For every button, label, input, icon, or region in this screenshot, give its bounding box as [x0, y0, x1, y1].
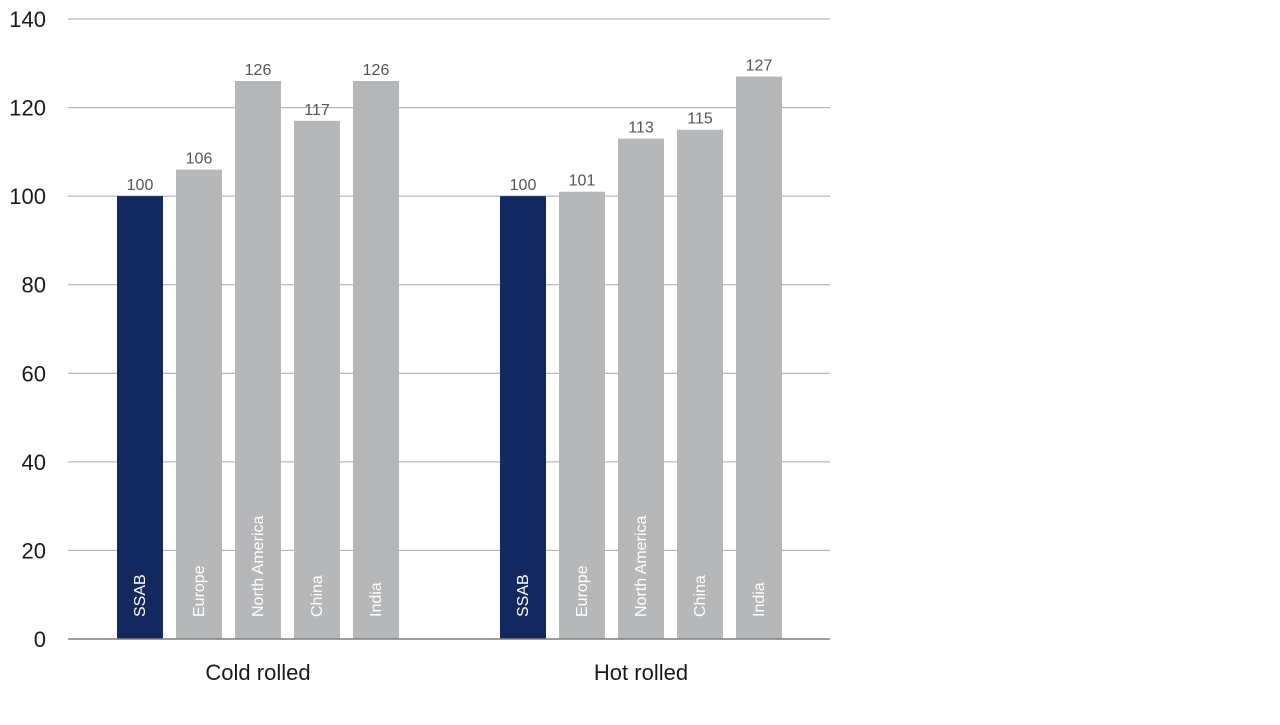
y-tick-label: 0 — [34, 627, 46, 652]
y-tick-label: 140 — [9, 7, 46, 32]
bar — [736, 76, 782, 640]
bar — [353, 81, 399, 639]
bar — [294, 120, 340, 640]
bar — [500, 196, 546, 639]
bar-category-label: China — [692, 575, 709, 617]
y-tick-label: 80 — [22, 273, 46, 298]
bar-category-label: SSAB — [515, 574, 532, 617]
y-tick-label: 100 — [9, 184, 46, 209]
bar-value-label: 101 — [569, 173, 596, 190]
y-tick-label: 20 — [22, 538, 46, 563]
bar-value-label: 106 — [186, 151, 213, 168]
bar-value-label: 126 — [245, 62, 272, 79]
y-axis-tick-labels: 0 20 40 60 80 100 120 140 — [9, 7, 46, 652]
bar-category-label: North America — [633, 516, 650, 617]
bar — [559, 191, 605, 639]
bar-category-label: Europe — [191, 565, 208, 617]
bar-category-label: China — [309, 575, 326, 617]
bar-value-label: 127 — [746, 58, 773, 75]
bar-category-label: North America — [250, 516, 267, 617]
bars: 100 SSAB 106 Europe 126 North America 117 China… — [117, 58, 782, 640]
bar — [677, 129, 723, 639]
y-tick-label: 40 — [22, 450, 46, 475]
bar-category-label: Europe — [574, 565, 591, 617]
group-label: Cold rolled — [205, 660, 310, 685]
bar — [117, 196, 163, 639]
bar-value-label: 126 — [363, 62, 390, 79]
bar-value-label: 117 — [304, 102, 330, 119]
bar-category-label: India — [751, 582, 768, 617]
y-tick-label: 120 — [9, 96, 46, 121]
bar-value-label: 115 — [687, 111, 713, 128]
bar — [176, 169, 222, 640]
bar-value-label: 113 — [628, 120, 654, 137]
bar-value-label: 100 — [510, 177, 537, 194]
bar-category-label: India — [368, 582, 385, 617]
bar — [235, 81, 281, 639]
bar-category-label: SSAB — [132, 574, 149, 617]
y-tick-label: 60 — [22, 361, 46, 386]
group-label: Hot rolled — [594, 660, 688, 685]
group-labels: Cold rolled Hot rolled — [205, 660, 688, 685]
bar-value-label: 100 — [127, 177, 154, 194]
bar — [618, 138, 664, 640]
